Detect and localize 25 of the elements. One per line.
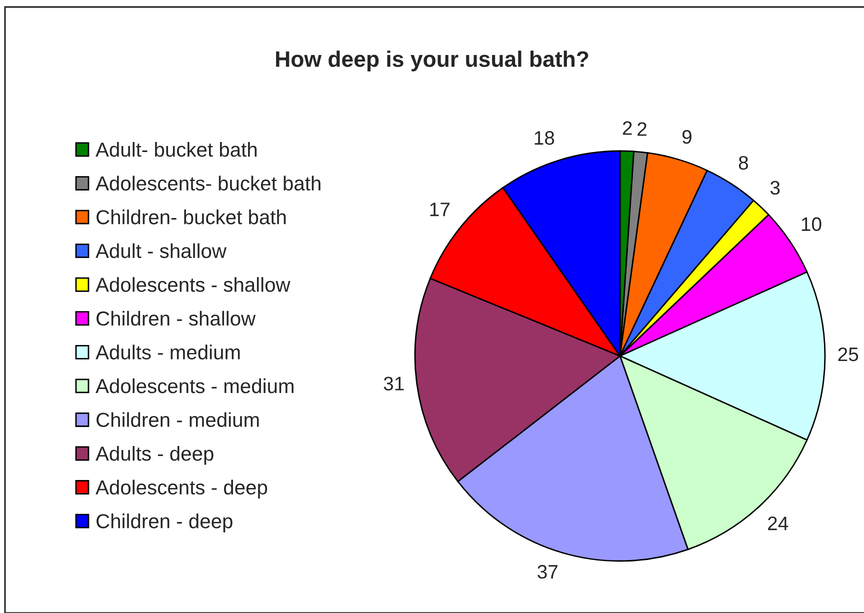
data-label: 10 [802, 217, 822, 232]
legend-label: Adolescents - deep [96, 480, 268, 499]
legend-label: Adults - medium [96, 344, 240, 360]
legend-label: Adolescents- bucket bath [96, 176, 320, 191]
data-label: 18 [534, 131, 554, 145]
data-label: 8 [738, 156, 748, 170]
data-label: 2 [622, 121, 632, 135]
legend-label: Adults - deep [96, 446, 214, 465]
data-label: 24 [768, 516, 788, 530]
legend-label: Children - shallow [96, 310, 256, 326]
legend-label: Adult - shallow [96, 243, 227, 258]
legend-label: Adolescents - medium [96, 378, 294, 394]
data-label: 25 [838, 347, 858, 362]
legend-label: Children - deep [96, 514, 232, 532]
legend-label: Children - medium [96, 412, 259, 428]
data-label: 9 [682, 130, 692, 144]
chart-title: How deep is your usual bath? [276, 50, 588, 72]
data-label: 17 [430, 202, 450, 216]
legend-label: Adolescents - shallow [96, 277, 290, 292]
legend-label: Adult- bucket bath [96, 142, 257, 157]
data-label: 31 [384, 376, 404, 390]
data-label: 2 [638, 122, 646, 136]
legend-label: Children- bucket bath [96, 210, 286, 224]
data-label: 3 [770, 180, 780, 195]
data-label: 37 [538, 564, 558, 579]
